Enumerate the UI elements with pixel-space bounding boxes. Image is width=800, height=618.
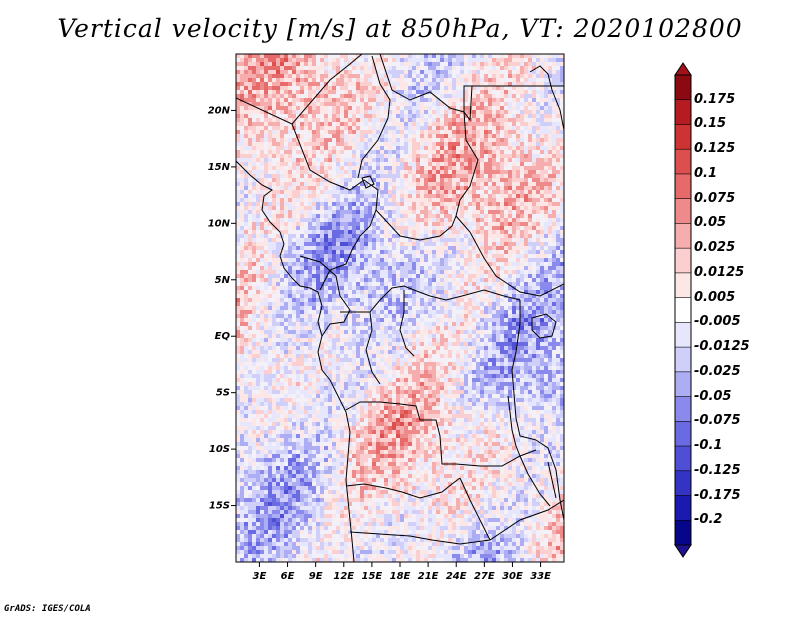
colorbar-segment [675,322,691,348]
lat-tick-label: 15N [208,162,231,173]
border-line [345,477,461,499]
colorbar-label: 0.175 [694,91,736,107]
lon-tick-label: 12E [333,571,354,582]
lake-victoria [531,313,557,339]
lat-tick-label: 15S [209,501,230,512]
colorbar-segment [675,124,691,150]
colorbar-segment [675,470,691,497]
colorbar-label: 0.025 [694,240,736,256]
lon-tick-label: 30E [502,571,523,582]
border-line [357,55,391,179]
colorbar-segment [675,396,691,422]
colorbar-segment [675,272,691,299]
border-line [299,255,351,337]
border-line [535,439,564,521]
lon-tick-label: 27E [474,571,495,582]
colorbar-segment [675,446,691,472]
colorbar-segment [675,347,691,373]
border-line [455,215,564,297]
border-line [463,85,473,122]
colorbar-segment [675,198,691,224]
chart-title: Vertical velocity [m/s] at 850hPa, VT: 2… [57,14,743,43]
colorbar-label: -0.2 [694,512,723,528]
colorbar-label: -0.05 [694,388,732,404]
lon-tick-label: 3E [253,571,267,582]
border-line [345,401,537,467]
lon-tick-label: 21E [418,571,439,582]
lon-tick-label: 6E [281,571,295,582]
lake-tanganyika [507,395,521,457]
colorbar-over-arrow [674,62,692,76]
colorbar-segment [675,75,691,101]
axis-tick-labels: 3E 6E 9E 12E 15E 18E 21E 24E 27E 30E 33E 20N 15N 10N 5… [208,105,551,582]
colorbar-label: 0.1 [694,165,718,181]
border-line [236,54,363,125]
border-line [365,311,381,385]
colorbar-label: -0.0125 [694,339,750,355]
lat-tick-label: EQ [215,331,231,342]
colorbar-label: 0.125 [694,141,736,157]
lon-tick-label: 9E [309,571,323,582]
colorbar-label: -0.125 [694,462,741,478]
country-borders [236,54,564,562]
colorbar-under-arrow [674,544,692,558]
colorbar-segment [675,149,691,175]
border-line [340,285,521,313]
colorbar-label: -0.1 [694,438,723,454]
colorbar-label: -0.005 [694,314,741,330]
colorbar-label: 0.15 [694,116,727,132]
border-line [349,499,564,545]
border-line [511,300,537,441]
coastline [236,160,355,562]
colorbar-segment [675,173,691,200]
colorbar-segment [675,248,691,274]
colorbar-segment [675,520,691,546]
colorbar-label: -0.175 [694,487,741,503]
lat-tick-label: 20N [208,105,231,116]
colorbar-segment [675,297,691,323]
border-line [399,290,415,357]
border-line [379,54,564,113]
lat-tick-label: 10S [209,444,230,455]
lat-tick-label: 5N [215,275,231,286]
lat-tick-label: 5S [216,388,230,399]
red-sea-coast [529,65,564,131]
colorbar-label: 0.0125 [694,264,745,280]
border-line [459,477,491,541]
colorbar-label: -0.075 [694,413,741,429]
colorbar-label: -0.025 [694,363,741,379]
lake-malawi [547,461,557,499]
software-credit: GrADS: IGES/COLA [4,604,91,614]
lat-tick-label: 10N [208,218,231,229]
lon-tick-label: 33E [530,571,551,582]
lon-tick-label: 18E [390,571,411,582]
colorbar-segment [675,421,691,447]
vertical-velocity-field [236,54,564,562]
colorbar-segment [675,99,691,125]
colorbar-label: 0.075 [694,190,736,206]
colorbar-label: 0.005 [694,289,736,305]
colorbar-segment [675,223,691,249]
colorbar [674,62,692,558]
colorbar-segment [675,495,691,521]
lon-tick-label: 24E [446,571,467,582]
colorbar-label: 0.05 [694,215,727,231]
border-line [519,455,551,507]
lon-tick-label: 15E [362,571,383,582]
colorbar-segment [675,371,691,398]
lake-chad [361,175,375,189]
axis-ticks [231,109,542,567]
